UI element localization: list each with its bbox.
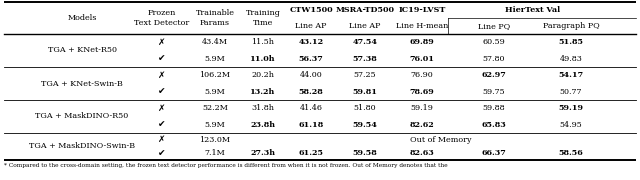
Text: 106.2M: 106.2M xyxy=(200,71,230,79)
Text: 27.3h: 27.3h xyxy=(250,149,275,157)
Text: 56.37: 56.37 xyxy=(299,55,323,63)
Text: 61.18: 61.18 xyxy=(298,121,324,129)
Text: ✔: ✔ xyxy=(158,54,166,63)
Text: 51.80: 51.80 xyxy=(354,104,376,112)
Text: ✗: ✗ xyxy=(158,71,166,80)
Text: 23.8h: 23.8h xyxy=(250,121,275,129)
Text: 5.9M: 5.9M xyxy=(205,55,225,63)
Text: 44.00: 44.00 xyxy=(300,71,323,79)
Text: 57.38: 57.38 xyxy=(353,55,378,63)
Text: 43.4M: 43.4M xyxy=(202,38,228,46)
Text: ✔: ✔ xyxy=(158,87,166,96)
Text: 59.19: 59.19 xyxy=(559,104,584,112)
Text: ✗: ✗ xyxy=(158,104,166,113)
Text: CTW1500: CTW1500 xyxy=(289,6,333,14)
Text: 59.19: 59.19 xyxy=(411,104,433,112)
Text: 49.83: 49.83 xyxy=(559,55,582,63)
Text: Line AP: Line AP xyxy=(349,22,381,30)
Text: 59.75: 59.75 xyxy=(483,88,506,96)
Text: Line H-mean: Line H-mean xyxy=(396,22,448,30)
Text: IC19-LVST: IC19-LVST xyxy=(398,6,445,14)
Text: HierText Val: HierText Val xyxy=(505,6,560,14)
Text: 41.46: 41.46 xyxy=(300,104,323,112)
Text: 60.59: 60.59 xyxy=(483,38,506,46)
Text: ✗: ✗ xyxy=(158,38,166,47)
Text: Models: Models xyxy=(67,14,97,22)
Text: 61.25: 61.25 xyxy=(298,149,323,157)
Text: 59.88: 59.88 xyxy=(483,104,506,112)
Text: 54.95: 54.95 xyxy=(559,121,582,129)
Text: 11.0h: 11.0h xyxy=(250,55,276,63)
Text: 123.0M: 123.0M xyxy=(200,136,230,144)
Text: 65.83: 65.83 xyxy=(482,121,506,129)
Text: 13.2h: 13.2h xyxy=(250,88,276,96)
Text: Paragraph PQ: Paragraph PQ xyxy=(543,22,600,30)
Text: 76.90: 76.90 xyxy=(411,71,433,79)
Text: Line PQ: Line PQ xyxy=(478,22,510,30)
Text: 57.80: 57.80 xyxy=(483,55,505,63)
Text: TGA + MaskDINO-Swin-B: TGA + MaskDINO-Swin-B xyxy=(29,143,135,150)
Text: Out of Memory: Out of Memory xyxy=(410,136,472,144)
Text: 20.2h: 20.2h xyxy=(252,71,275,79)
Text: * Compared to the cross-domain setting, the frozen text detector performance is : * Compared to the cross-domain setting, … xyxy=(4,163,447,168)
Text: 11.5h: 11.5h xyxy=(252,38,275,46)
Text: 82.63: 82.63 xyxy=(410,149,435,157)
Text: 50.77: 50.77 xyxy=(560,88,582,96)
Text: MSRA-TD500: MSRA-TD500 xyxy=(335,6,394,14)
Text: 43.12: 43.12 xyxy=(298,38,324,46)
Text: 57.25: 57.25 xyxy=(354,71,376,79)
Text: ✗: ✗ xyxy=(158,135,166,144)
Text: 5.9M: 5.9M xyxy=(205,88,225,96)
Text: 54.17: 54.17 xyxy=(559,71,584,79)
Text: TGA + KNet-Swin-B: TGA + KNet-Swin-B xyxy=(41,80,123,87)
Text: Line AP: Line AP xyxy=(295,22,326,30)
Text: 5.9M: 5.9M xyxy=(205,121,225,129)
Text: 51.85: 51.85 xyxy=(559,38,584,46)
Text: Trainable
Params: Trainable Params xyxy=(195,9,234,27)
Text: 58.28: 58.28 xyxy=(299,88,323,96)
Text: 59.54: 59.54 xyxy=(353,121,378,129)
Text: TGA + MaskDINO-R50: TGA + MaskDINO-R50 xyxy=(35,112,129,120)
Text: Frozen
Text Detector: Frozen Text Detector xyxy=(134,9,189,27)
Text: 76.01: 76.01 xyxy=(410,55,435,63)
Text: Training
Time: Training Time xyxy=(246,9,280,27)
Text: 7.1M: 7.1M xyxy=(205,149,225,157)
Text: 62.97: 62.97 xyxy=(482,71,506,79)
Text: 31.8h: 31.8h xyxy=(252,104,275,112)
Text: 82.62: 82.62 xyxy=(410,121,435,129)
Text: 58.56: 58.56 xyxy=(559,149,584,157)
Text: 59.58: 59.58 xyxy=(353,149,378,157)
Text: 69.89: 69.89 xyxy=(410,38,435,46)
Text: ✔: ✔ xyxy=(158,149,166,158)
Text: 47.54: 47.54 xyxy=(353,38,378,46)
Text: 52.2M: 52.2M xyxy=(202,104,228,112)
Text: 66.37: 66.37 xyxy=(482,149,506,157)
Text: TGA + KNet-R50: TGA + KNet-R50 xyxy=(47,46,116,55)
Text: ✔: ✔ xyxy=(158,120,166,129)
Text: 59.81: 59.81 xyxy=(353,88,378,96)
Text: 78.69: 78.69 xyxy=(410,88,435,96)
